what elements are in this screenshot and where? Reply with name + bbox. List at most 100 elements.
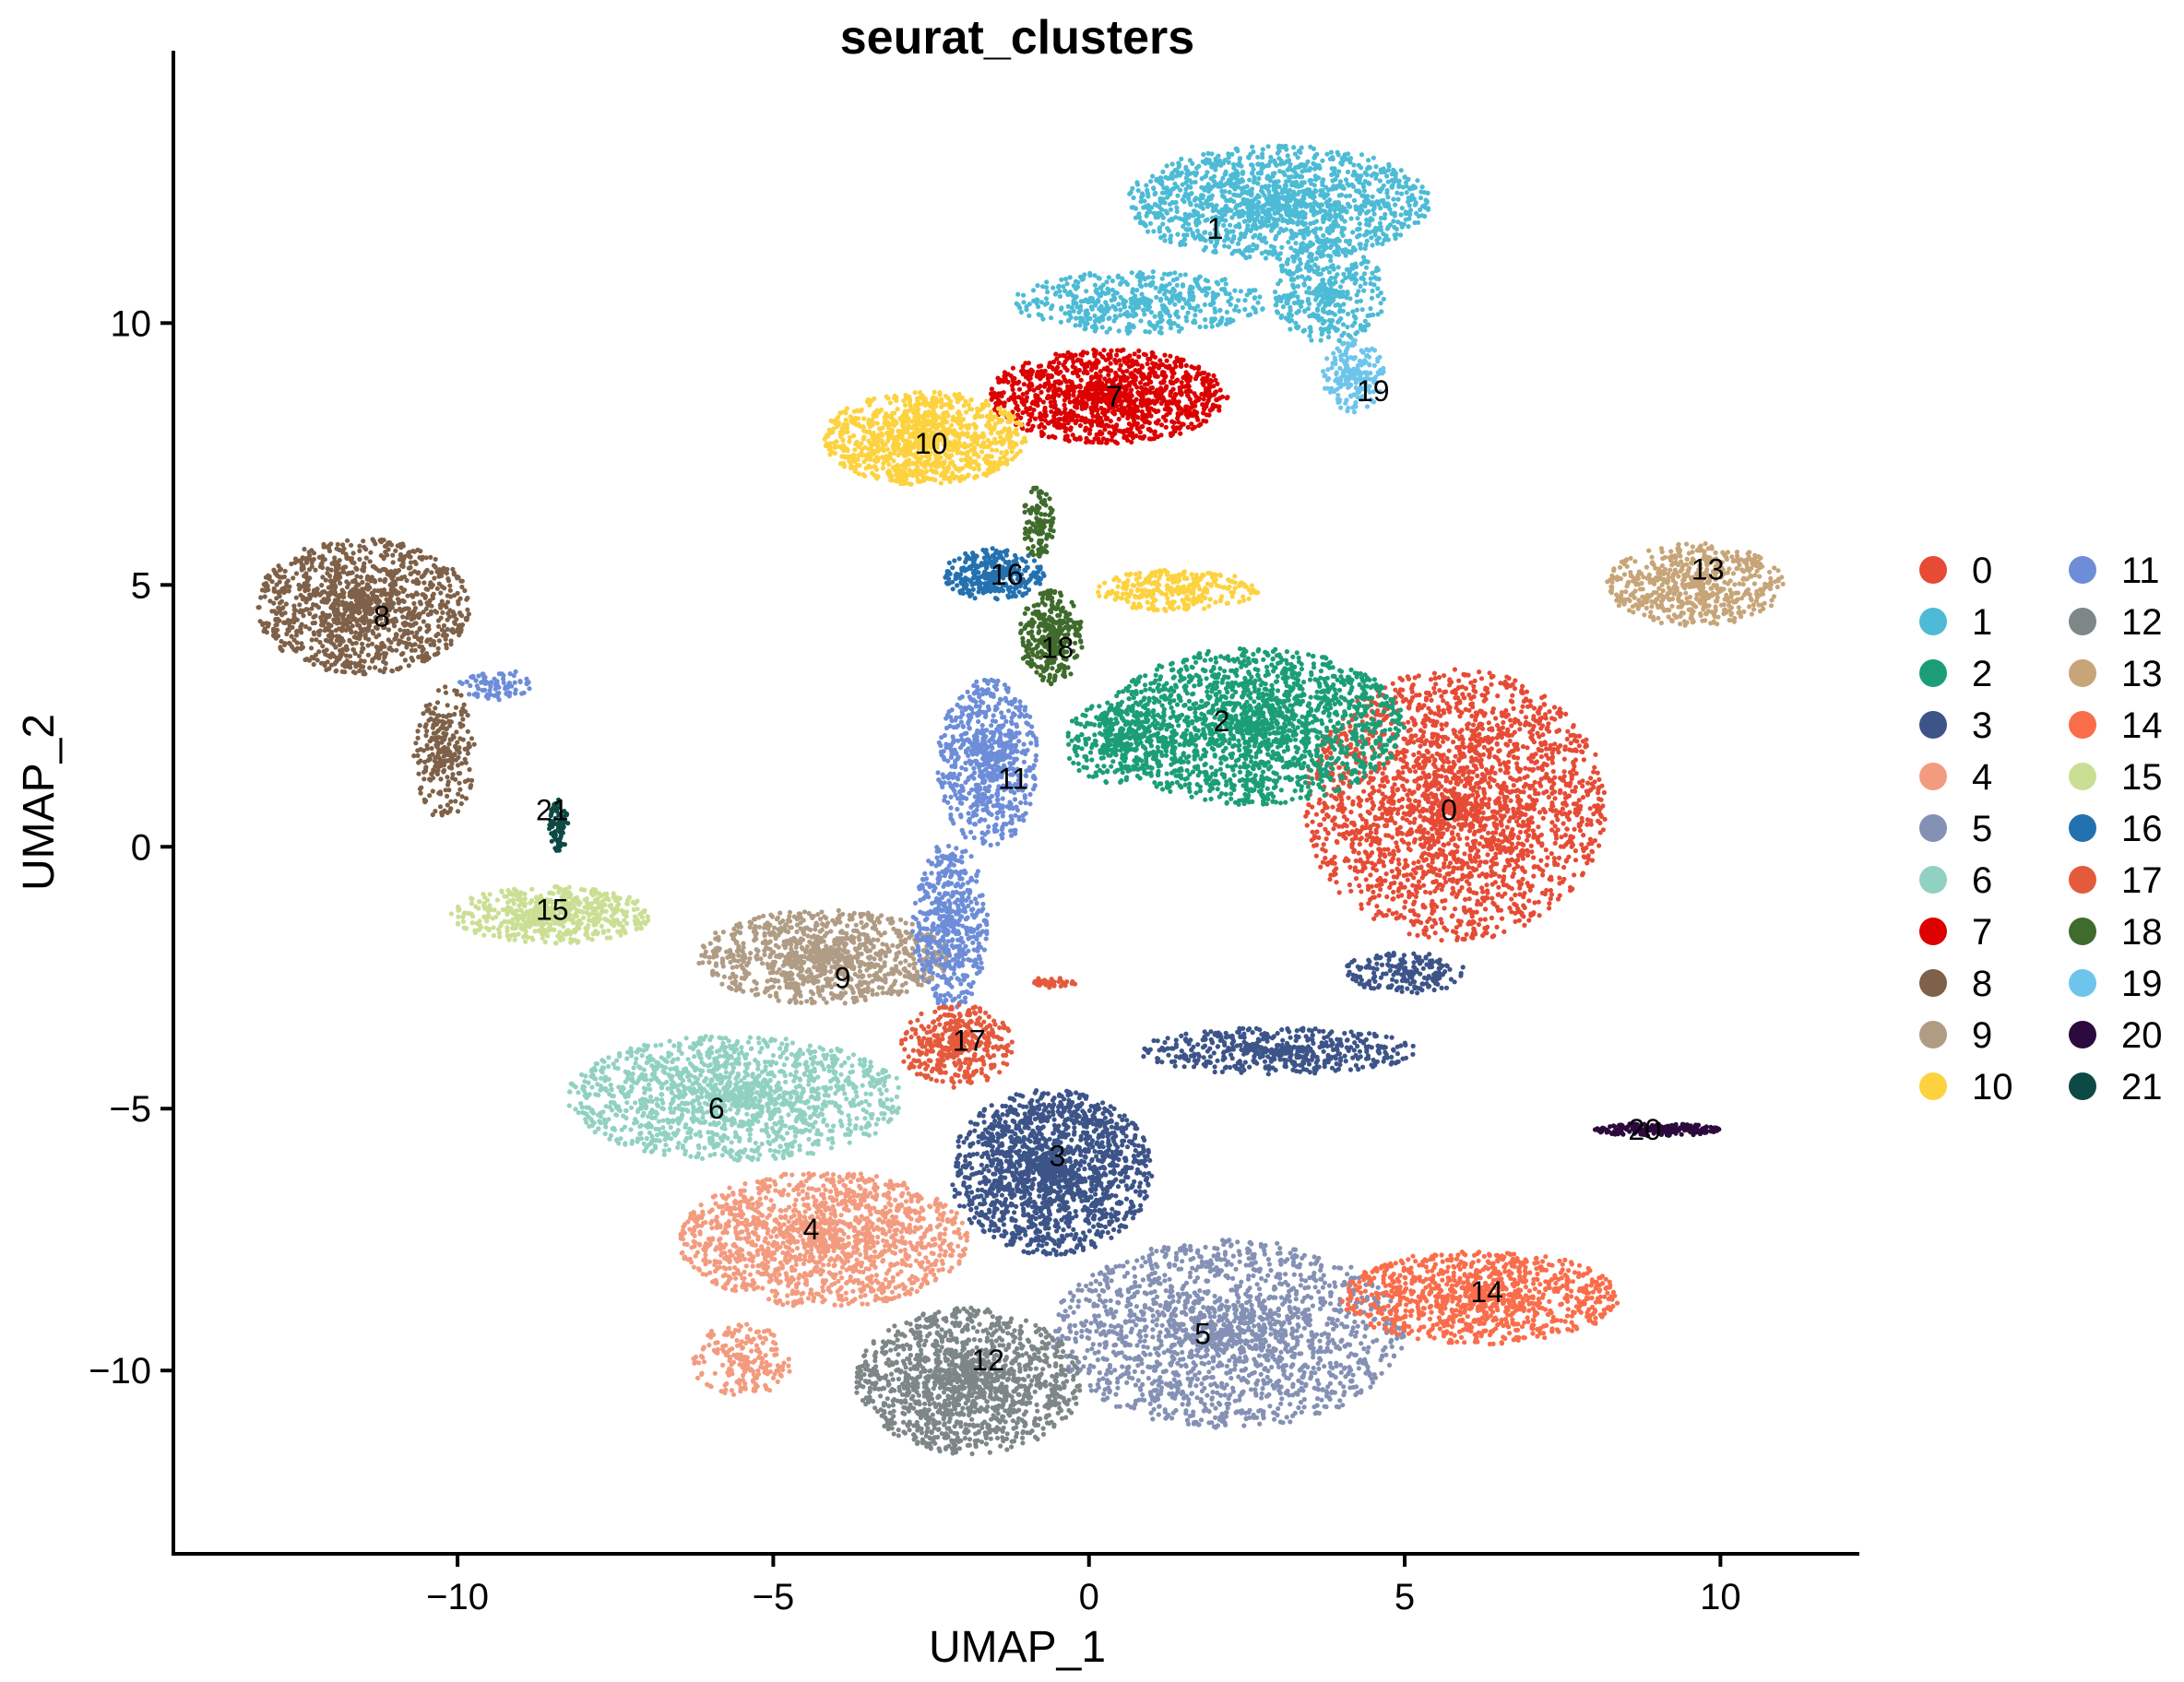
point xyxy=(1229,151,1235,157)
point xyxy=(1348,713,1354,718)
point xyxy=(1208,319,1215,325)
point xyxy=(1295,253,1300,258)
point xyxy=(1360,182,1366,187)
point xyxy=(1321,306,1326,312)
point xyxy=(1357,221,1362,227)
point xyxy=(1549,877,1554,882)
point xyxy=(1378,886,1383,893)
point xyxy=(1541,790,1547,796)
point xyxy=(1329,172,1335,178)
point xyxy=(1592,837,1597,844)
point xyxy=(1252,295,1257,301)
point xyxy=(1324,748,1330,753)
point xyxy=(1145,275,1151,280)
point xyxy=(1043,296,1050,302)
point xyxy=(1277,800,1284,806)
point xyxy=(1178,187,1183,193)
point xyxy=(1485,924,1490,930)
point xyxy=(1460,822,1466,827)
point xyxy=(1493,842,1499,848)
point xyxy=(1441,831,1446,836)
point xyxy=(1172,302,1178,307)
point xyxy=(1186,195,1192,202)
point xyxy=(1384,778,1391,785)
point xyxy=(1556,855,1562,861)
point xyxy=(1413,918,1418,924)
point xyxy=(1353,315,1359,321)
point xyxy=(1340,290,1346,295)
point xyxy=(1418,776,1424,781)
point xyxy=(1316,800,1322,806)
point xyxy=(1313,811,1319,817)
point xyxy=(1165,226,1170,231)
point xyxy=(1107,326,1112,332)
point xyxy=(1409,892,1415,897)
point xyxy=(1501,719,1506,726)
point xyxy=(1384,226,1390,231)
point xyxy=(1116,328,1122,334)
point xyxy=(1092,328,1098,334)
point xyxy=(1502,929,1507,935)
point xyxy=(1332,289,1337,294)
point xyxy=(1371,889,1376,895)
point xyxy=(1519,690,1525,695)
point xyxy=(1541,702,1548,707)
point xyxy=(1412,816,1418,822)
point xyxy=(1432,758,1438,764)
point xyxy=(1585,780,1591,786)
point xyxy=(1444,827,1450,833)
point xyxy=(1134,273,1140,279)
point xyxy=(1454,859,1460,865)
point xyxy=(1346,795,1351,800)
point xyxy=(1490,709,1496,716)
point xyxy=(1466,672,1471,678)
point xyxy=(1462,851,1467,857)
point xyxy=(1371,282,1377,288)
point xyxy=(1451,824,1456,830)
point xyxy=(1587,836,1593,842)
point xyxy=(1519,912,1525,918)
point xyxy=(1237,747,1242,753)
point xyxy=(1308,694,1313,700)
point xyxy=(1112,314,1118,319)
point xyxy=(1197,274,1203,279)
point xyxy=(1525,821,1531,826)
point xyxy=(1503,714,1509,719)
point xyxy=(1483,873,1489,879)
point xyxy=(1431,685,1437,691)
point xyxy=(1475,773,1480,779)
point xyxy=(1350,273,1356,278)
point xyxy=(1285,153,1290,159)
point xyxy=(1347,864,1353,871)
point xyxy=(1395,219,1401,225)
point xyxy=(1577,822,1583,828)
point xyxy=(1350,821,1357,826)
point xyxy=(1434,827,1440,834)
point xyxy=(1278,213,1284,219)
point xyxy=(1571,723,1576,728)
point xyxy=(1174,282,1180,288)
point xyxy=(1172,270,1178,276)
point xyxy=(1082,272,1087,278)
point xyxy=(1133,302,1138,308)
point xyxy=(1143,282,1149,288)
point xyxy=(1426,934,1431,940)
point xyxy=(1378,227,1383,232)
point xyxy=(1391,219,1396,224)
point xyxy=(1151,210,1157,216)
point xyxy=(1523,765,1528,771)
point xyxy=(1228,302,1233,307)
point xyxy=(1469,859,1475,864)
point xyxy=(1359,275,1365,280)
point xyxy=(1232,307,1238,313)
point xyxy=(1433,792,1439,798)
point xyxy=(1423,889,1429,894)
point xyxy=(1383,775,1389,780)
point xyxy=(1405,877,1410,882)
point xyxy=(1370,270,1375,276)
point xyxy=(1496,796,1502,801)
point xyxy=(1494,825,1500,831)
point xyxy=(1280,218,1286,224)
point xyxy=(1351,197,1358,203)
point xyxy=(1073,323,1078,328)
